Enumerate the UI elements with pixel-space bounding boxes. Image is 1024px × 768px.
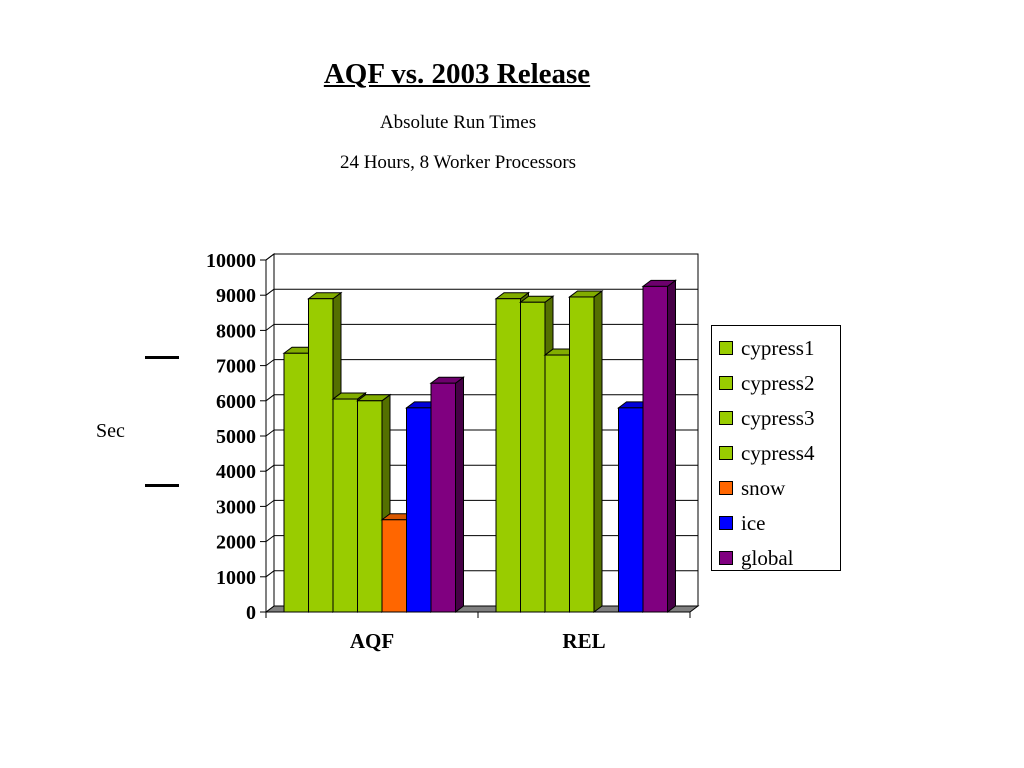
bar-front	[381, 519, 407, 613]
chart-subtitle-1: Absolute Run Times	[379, 112, 537, 133]
x-tick-label: AQF	[350, 629, 394, 653]
bars	[282, 279, 677, 613]
y-tick-label: 4000	[216, 461, 256, 483]
legend-item-cypress1: cypress1	[719, 336, 814, 360]
y-tick-labels: 0 1000 2000 3000 4000 5000 6000 7000 8000 9000 100…	[206, 250, 256, 624]
gridline-side	[265, 323, 275, 331]
legend-swatch	[719, 551, 733, 565]
legend-label: cypress1	[741, 335, 815, 360]
legend-item-global: global	[719, 546, 794, 570]
bar-front	[308, 298, 334, 613]
y-tick-label: 9000	[216, 285, 256, 307]
gridline-side	[265, 429, 275, 437]
legend-label: cypress4	[741, 440, 815, 465]
gridline-side	[265, 464, 275, 472]
gridline-side	[265, 394, 275, 402]
bar-side	[667, 279, 676, 613]
legend-item-cypress2: cypress2	[719, 371, 814, 395]
bar-front	[430, 382, 456, 613]
bar-front	[520, 301, 546, 613]
bar-front	[495, 298, 521, 613]
y-tick-label: 0	[246, 602, 256, 624]
y-tick-label: 10000	[206, 250, 256, 272]
legend-label: snow	[741, 475, 786, 500]
x-tick-labels: AQF REL	[350, 629, 606, 653]
legend-swatch	[719, 376, 733, 390]
chart-title: AQF vs. 2003 Release	[323, 58, 591, 90]
x-tick-label: REL	[562, 629, 605, 653]
legend-item-cypress3: cypress3	[719, 406, 814, 430]
bar-front	[618, 407, 644, 613]
legend: cypress1 cypress2 cypress3 cypress4 snow ice g…	[711, 325, 841, 571]
y-label-dash-top	[145, 356, 179, 359]
legend-swatch	[719, 446, 733, 460]
y-axis-label: Sec	[96, 420, 125, 442]
y-tick-label: 8000	[216, 320, 256, 342]
legend-label: global	[741, 545, 794, 570]
bar-global-rel	[641, 279, 677, 613]
bar-front	[569, 296, 595, 613]
bar-cypress4-rel	[568, 289, 604, 613]
gridline-side	[265, 359, 275, 367]
bar-front	[332, 398, 358, 613]
legend-label: cypress3	[741, 405, 815, 430]
y-tick-label: 3000	[216, 496, 256, 518]
y-label-dash-bottom	[145, 484, 179, 487]
legend-swatch	[719, 516, 733, 530]
y-tick-label: 5000	[216, 426, 256, 448]
bar-front	[406, 407, 432, 613]
legend-label: cypress2	[741, 370, 815, 395]
gridline-side	[265, 288, 275, 296]
bar-side	[593, 289, 603, 613]
gridline-side	[265, 570, 275, 578]
legend-swatch	[719, 481, 733, 495]
legend-swatch	[719, 341, 733, 355]
y-tick-label: 2000	[216, 532, 256, 554]
y-tick-label: 7000	[216, 356, 256, 378]
y-tick-label: 1000	[216, 567, 256, 589]
y-tick-label: 6000	[216, 391, 256, 413]
legend-item-ice: ice	[719, 511, 765, 535]
legend-item-snow: snow	[719, 476, 785, 500]
gridline-side	[265, 499, 275, 507]
bar-front	[283, 352, 309, 613]
chart-subtitle-2: 24 Hours, 8 Worker Processors	[339, 152, 577, 173]
bar-front	[642, 285, 668, 613]
bar-front	[544, 354, 570, 613]
bar-side	[455, 376, 464, 613]
axes	[260, 259, 691, 618]
gridline-side	[265, 535, 275, 542]
legend-item-cypress4: cypress4	[719, 441, 814, 465]
gridline-side	[265, 253, 275, 261]
bar-front	[357, 400, 383, 613]
legend-label: ice	[741, 510, 766, 535]
legend-swatch	[719, 411, 733, 425]
bar-global-aqf	[429, 376, 465, 613]
